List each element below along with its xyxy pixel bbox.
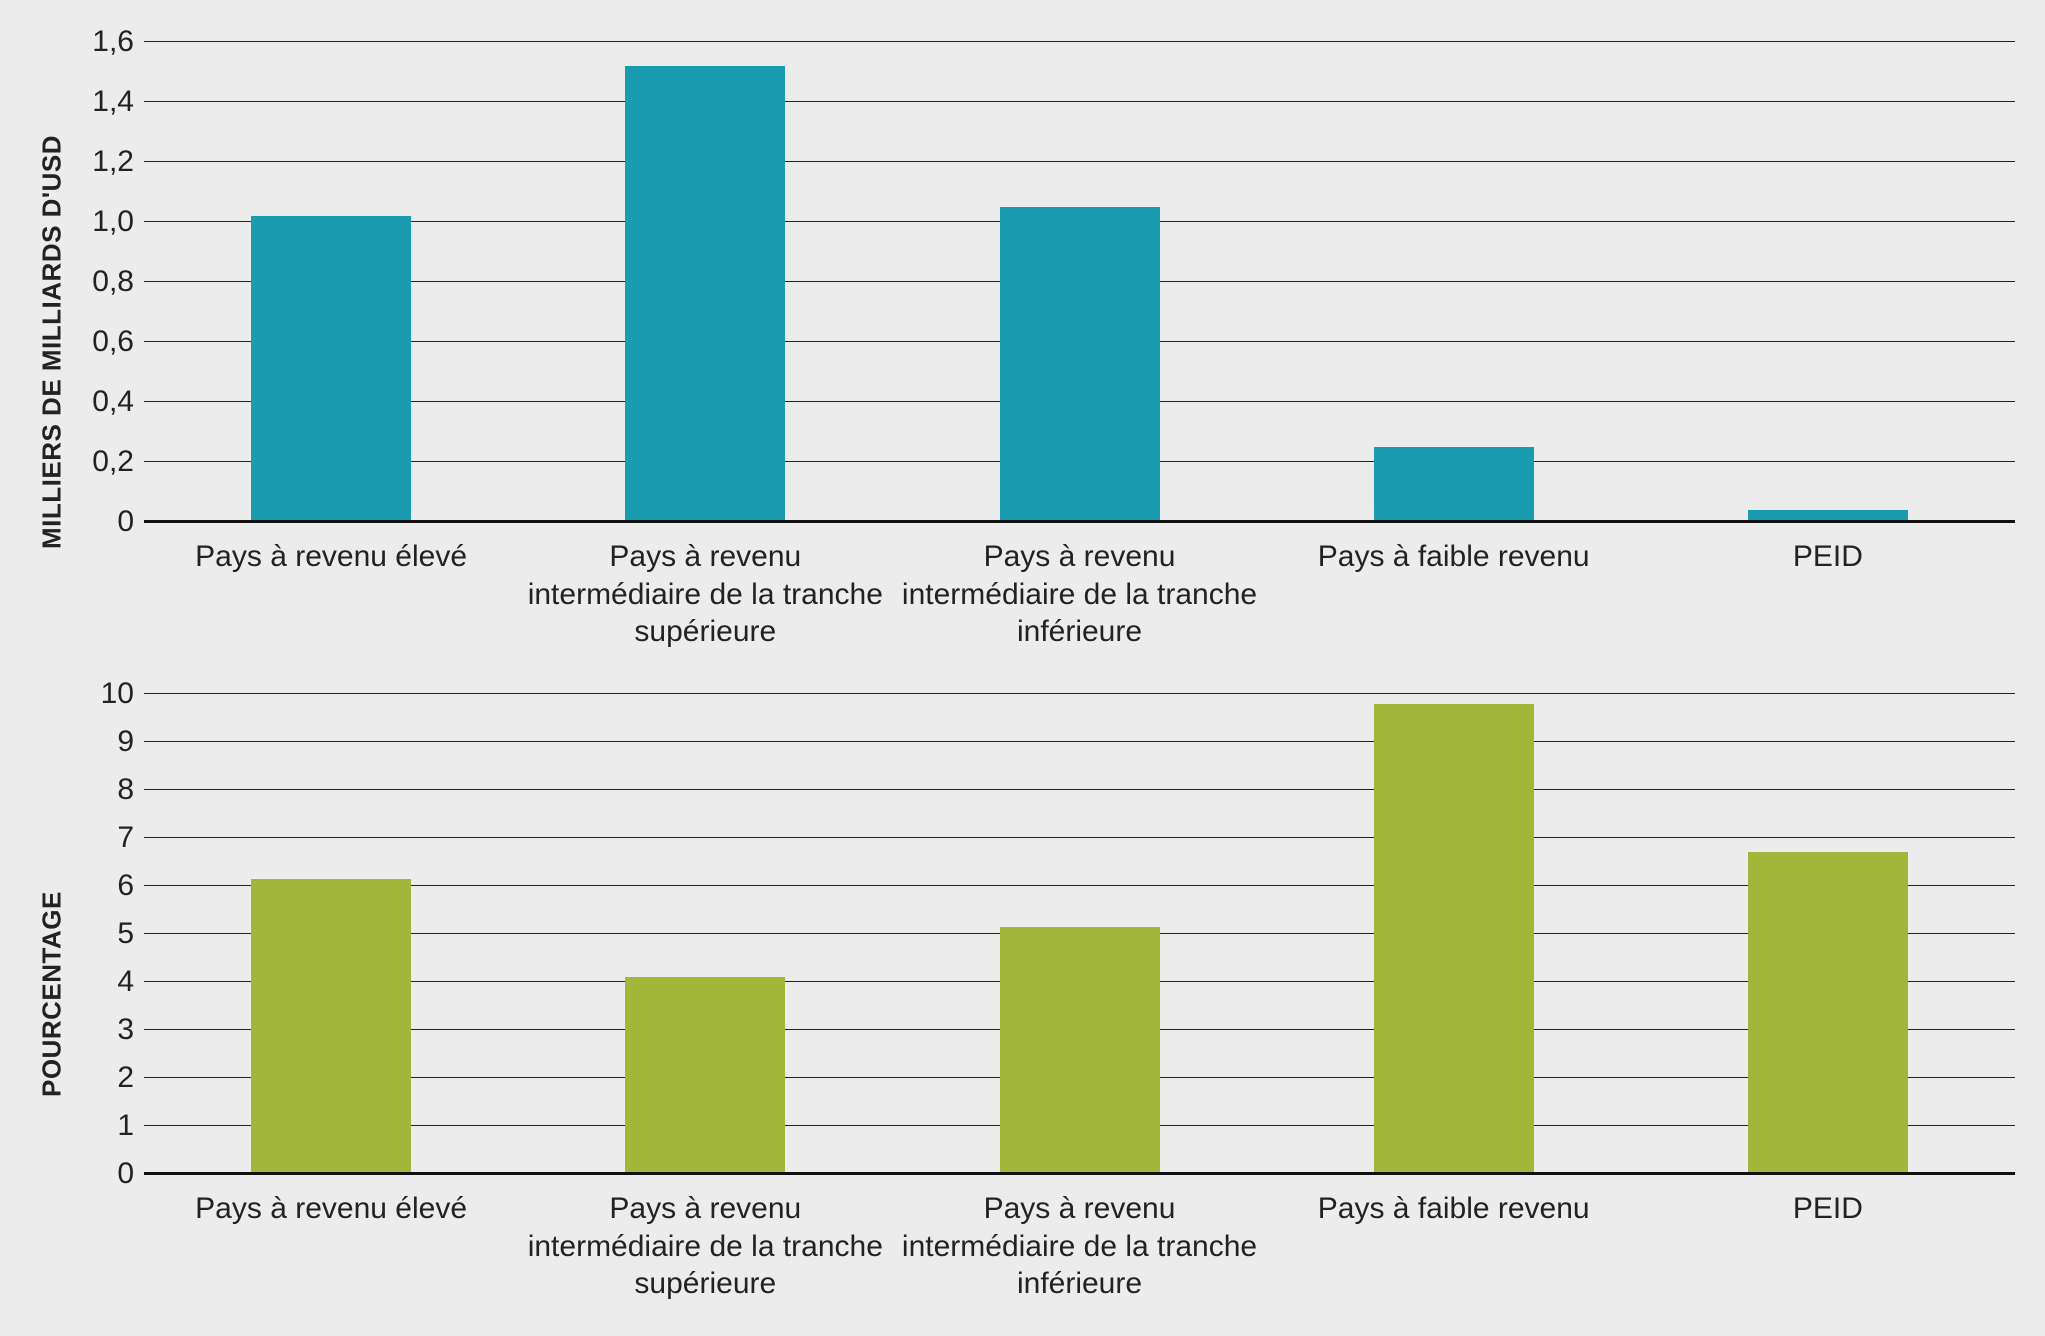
ytick-label: 1: [117, 1109, 134, 1143]
bar: [625, 977, 785, 1174]
ytick-label: 1,4: [92, 85, 134, 119]
bar: [251, 216, 411, 522]
bar: [251, 879, 411, 1174]
ytick-label: 4: [117, 965, 134, 999]
bar-slot: [1267, 694, 1641, 1174]
bar-slot: [892, 694, 1266, 1174]
category-label: PEID: [1641, 528, 2015, 651]
category-label: Pays à revenu intermédiaire de la tranch…: [892, 1180, 1266, 1303]
bar: [1374, 447, 1534, 522]
ytick-label: 1,2: [92, 145, 134, 179]
ytick-label: 2: [117, 1061, 134, 1095]
ytick-label: 7: [117, 821, 134, 855]
ytick-label: 1,6: [92, 25, 134, 59]
category-label: Pays à revenu intermédiaire de la tranch…: [892, 528, 1266, 651]
chart-top-ylabel: MILLIERS DE MILLIARDS D'USD: [30, 22, 74, 662]
category-label: Pays à revenu intermédiaire de la tranch…: [518, 528, 892, 651]
category-label: Pays à revenu intermédiaire de la tranch…: [518, 1180, 892, 1303]
ytick-label: 0: [117, 505, 134, 539]
category-label: PEID: [1641, 1180, 2015, 1303]
ytick-label: 8: [117, 773, 134, 807]
bar-slot: [1641, 694, 2015, 1174]
ytick-label: 0: [117, 1157, 134, 1191]
category-label: Pays à revenu élevé: [144, 1180, 518, 1303]
bar-slot: [144, 694, 518, 1174]
bar: [1374, 704, 1534, 1174]
bar: [625, 66, 785, 522]
bar-slot: [1641, 42, 2015, 522]
ytick-label: 0,2: [92, 445, 134, 479]
bar: [1000, 207, 1160, 522]
ytick-label: 10: [101, 677, 134, 711]
ytick-label: 0,8: [92, 265, 134, 299]
category-label: Pays à faible revenu: [1267, 1180, 1641, 1303]
category-label: Pays à faible revenu: [1267, 528, 1641, 651]
ytick-label: 3: [117, 1013, 134, 1047]
ytick-label: 0,4: [92, 385, 134, 419]
bar-slot: [518, 42, 892, 522]
ytick-label: 9: [117, 725, 134, 759]
bar: [1748, 852, 1908, 1174]
ytick-label: 1,0: [92, 205, 134, 239]
bar-slot: [518, 694, 892, 1174]
bar-slot: [1267, 42, 1641, 522]
chart-top-plot: Pays à revenu élevéPays à revenu intermé…: [144, 22, 2015, 662]
chart-bottom: POURCENTAGE 0 1 2 3 4 5 6 7 8 9 10 Pays à revenu é…: [30, 674, 2015, 1314]
chart-bottom-yticks: 0 1 2 3 4 5 6 7 8 9 10: [74, 674, 144, 1314]
ytick-label: 6: [117, 869, 134, 903]
chart-top-yticks: 0 0,2 0,4 0,6 0,8 1,0 1,2 1,4 1,6: [74, 22, 144, 662]
chart-top: MILLIERS DE MILLIARDS D'USD 0 0,2 0,4 0,6 0,…: [30, 22, 2015, 662]
page: MILLIERS DE MILLIARDS D'USD 0 0,2 0,4 0,6 0,…: [0, 0, 2045, 1336]
chart-bottom-ylabel: POURCENTAGE: [30, 674, 74, 1314]
bar-slot: [892, 42, 1266, 522]
category-label: Pays à revenu élevé: [144, 528, 518, 651]
chart-bottom-plot: Pays à revenu élevéPays à revenu intermé…: [144, 674, 2015, 1314]
ytick-label: 5: [117, 917, 134, 951]
ytick-label: 0,6: [92, 325, 134, 359]
bar-slot: [144, 42, 518, 522]
bar: [1000, 927, 1160, 1174]
